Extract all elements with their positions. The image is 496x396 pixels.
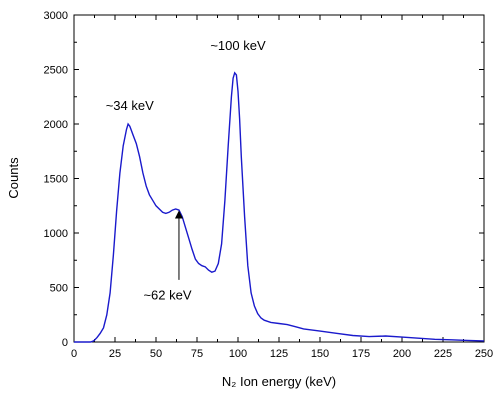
x-tick-labels: 0 25 50 75 100 125 150 175 200 225 250 bbox=[71, 348, 493, 360]
x-tick-label: 0 bbox=[71, 348, 77, 360]
x-tick-label: 25 bbox=[109, 348, 121, 360]
x-tick-label: 125 bbox=[270, 348, 288, 360]
y-tick-label: 500 bbox=[50, 283, 68, 295]
y-tick-label: 2000 bbox=[44, 119, 68, 131]
x-tick-label: 100 bbox=[229, 348, 247, 360]
x-tick-label: 250 bbox=[475, 348, 493, 360]
x-tick-label: 200 bbox=[393, 348, 411, 360]
y-axis-title: Counts bbox=[6, 157, 21, 199]
series-line bbox=[74, 71, 485, 343]
y-tick-label: 2500 bbox=[44, 65, 68, 77]
x-tick-label: 50 bbox=[150, 348, 162, 360]
y-tick-labels: 0 500 1000 1500 2000 2500 3000 bbox=[44, 10, 68, 349]
y-tick-label: 1500 bbox=[44, 174, 68, 186]
axis-ticks bbox=[73, 14, 485, 343]
annotations: ~34 keV ~100 keV ~62 keV bbox=[106, 38, 266, 303]
x-tick-label: 75 bbox=[191, 348, 203, 360]
peak-annotation: ~34 keV bbox=[106, 98, 154, 113]
y-tick-label: 1000 bbox=[44, 228, 68, 240]
y-tick-label: 0 bbox=[62, 337, 68, 349]
x-tick-label: 175 bbox=[352, 348, 370, 360]
x-axis-title: N₂ Ion energy (keV) bbox=[222, 374, 336, 389]
peak-annotation: ~100 keV bbox=[210, 38, 266, 53]
peak-annotation: ~62 keV bbox=[143, 287, 191, 302]
plot-frame bbox=[73, 14, 485, 343]
x-tick-label: 150 bbox=[311, 348, 329, 360]
x-tick-label: 225 bbox=[434, 348, 452, 360]
y-tick-label: 3000 bbox=[44, 10, 68, 22]
